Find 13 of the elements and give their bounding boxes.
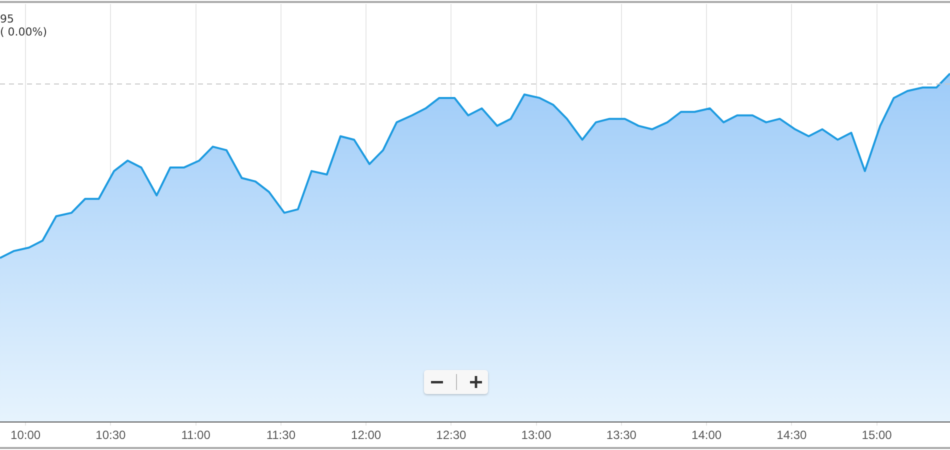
x-tick-label: 10:00 xyxy=(10,428,41,442)
x-tick-label: 13:30 xyxy=(606,428,637,442)
x-tick-label: 14:00 xyxy=(692,428,722,442)
x-tick-label: 12:00 xyxy=(351,428,382,442)
x-tick-label: 10:30 xyxy=(96,428,126,442)
x-tick-label: 11:30 xyxy=(266,428,296,442)
x-tick-label: 12:30 xyxy=(436,428,467,442)
x-tick-label: 15:00 xyxy=(862,428,892,442)
x-tick-label: 11:00 xyxy=(181,428,211,442)
text: 95 xyxy=(0,12,14,26)
text: ( 0.00%) xyxy=(0,25,48,38)
x-tick-label: 14:30 xyxy=(776,428,808,442)
x-tick-label: 13:00 xyxy=(521,428,552,442)
